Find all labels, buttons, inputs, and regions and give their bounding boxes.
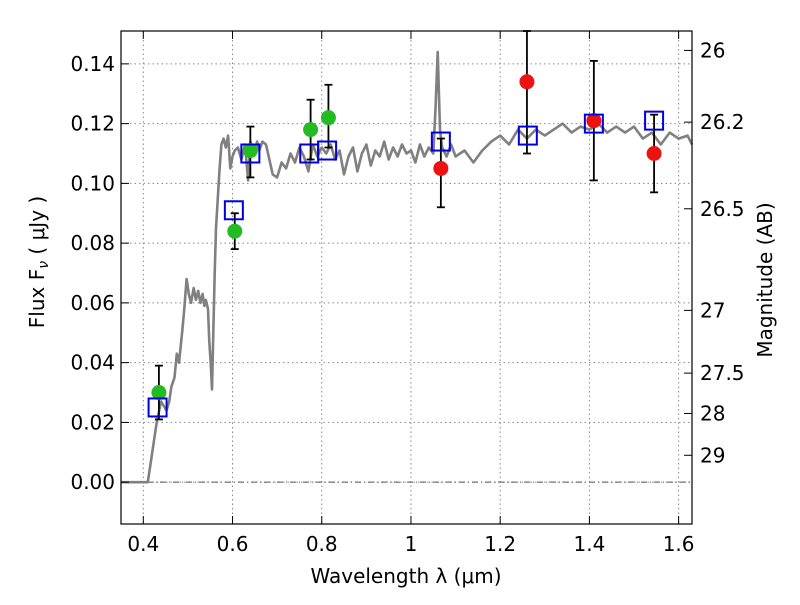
x-tick-label: 1.6: [663, 532, 695, 556]
marker-layer: [147, 74, 665, 418]
green-data-point: [303, 122, 319, 138]
right-axis-title: Magnitude (AB): [753, 202, 777, 357]
red-data-point: [433, 160, 449, 176]
y-tick-label: 0.02: [70, 410, 115, 434]
right-tick-label: 28: [700, 401, 725, 425]
label-layer: Wavelength λ (μm) Flux Fν ( μJy ) Magnit…: [25, 196, 777, 588]
y-tick-label: 0.12: [70, 112, 115, 136]
y-tick-label: 0.10: [70, 171, 115, 195]
green-data-point: [151, 385, 167, 401]
red-data-point: [586, 113, 602, 129]
model-photometry-square: [147, 397, 168, 418]
grid-layer: [121, 31, 692, 524]
plot-frame: [120, 30, 693, 525]
right-tick-label: 29: [700, 443, 725, 467]
y-tick-label: 0.00: [70, 470, 115, 494]
right-tick-label: 27: [700, 298, 725, 322]
model-spectrum-layer: [121, 50, 694, 484]
model-photometry-square: [430, 131, 451, 152]
model-photometry-square: [583, 113, 604, 134]
model-photometry-square: [644, 110, 665, 131]
right-tick-label: 26: [700, 38, 725, 62]
x-axis-title: Wavelength λ (μm): [310, 564, 501, 588]
right-tick-label: 26.2: [700, 110, 745, 134]
x-tick-label: 1.4: [573, 532, 605, 556]
x-tick-label: 0.6: [217, 532, 249, 556]
green-data-point: [227, 223, 243, 239]
y-tick-label: 0.04: [70, 351, 115, 375]
model-spectrum-line: [121, 50, 694, 484]
x-tick-label: 1.2: [484, 532, 516, 556]
y-axis-title: Flux Fν ( μJy ): [25, 196, 52, 328]
axis-layer: 0.4 0.6 0.8 1 1.2 1.4 1.6 0.00 0.02 0.04 0.06 0.08 0…: [70, 30, 745, 556]
x-tick-label: 0.8: [306, 532, 338, 556]
x-tick-label: 0.4: [127, 532, 159, 556]
x-tick-label: 1: [405, 532, 418, 556]
green-data-point: [320, 110, 336, 126]
y-tick-label: 0.08: [70, 231, 115, 255]
green-data-point: [242, 143, 258, 159]
model-photometry-square: [317, 140, 338, 161]
red-data-point: [519, 74, 535, 90]
right-tick-label: 26.5: [700, 197, 745, 221]
y-tick-label: 0.14: [70, 52, 115, 76]
right-tick-label: 27.5: [700, 361, 745, 385]
red-data-point: [646, 146, 662, 162]
model-photometry-square: [223, 200, 244, 221]
y-tick-label: 0.06: [70, 291, 115, 315]
model-photometry-square: [240, 143, 261, 164]
model-photometry-square: [517, 125, 538, 146]
